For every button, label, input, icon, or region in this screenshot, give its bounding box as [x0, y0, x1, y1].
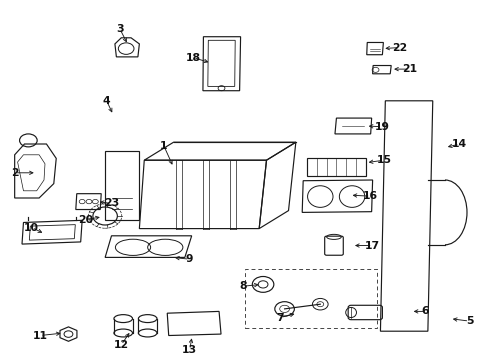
Text: 3: 3 [116, 24, 123, 34]
Text: 14: 14 [451, 139, 466, 149]
Text: 10: 10 [24, 222, 39, 233]
Text: 19: 19 [374, 122, 389, 132]
Text: 13: 13 [182, 345, 197, 355]
Text: 9: 9 [185, 254, 193, 264]
Text: 6: 6 [421, 306, 428, 316]
Text: 15: 15 [376, 155, 390, 165]
Text: 21: 21 [402, 64, 416, 74]
Text: 5: 5 [465, 316, 472, 326]
Text: 4: 4 [102, 96, 110, 106]
Text: 16: 16 [363, 191, 377, 201]
Text: 20: 20 [78, 215, 93, 225]
Text: 18: 18 [185, 53, 200, 63]
Text: 2: 2 [11, 168, 19, 178]
Text: 1: 1 [160, 141, 167, 151]
Text: 17: 17 [365, 240, 379, 251]
Text: 22: 22 [391, 42, 407, 53]
Text: 12: 12 [114, 340, 128, 350]
Text: 7: 7 [276, 312, 284, 323]
Text: 23: 23 [103, 198, 119, 208]
Text: 8: 8 [239, 281, 246, 291]
Text: 11: 11 [33, 330, 47, 341]
